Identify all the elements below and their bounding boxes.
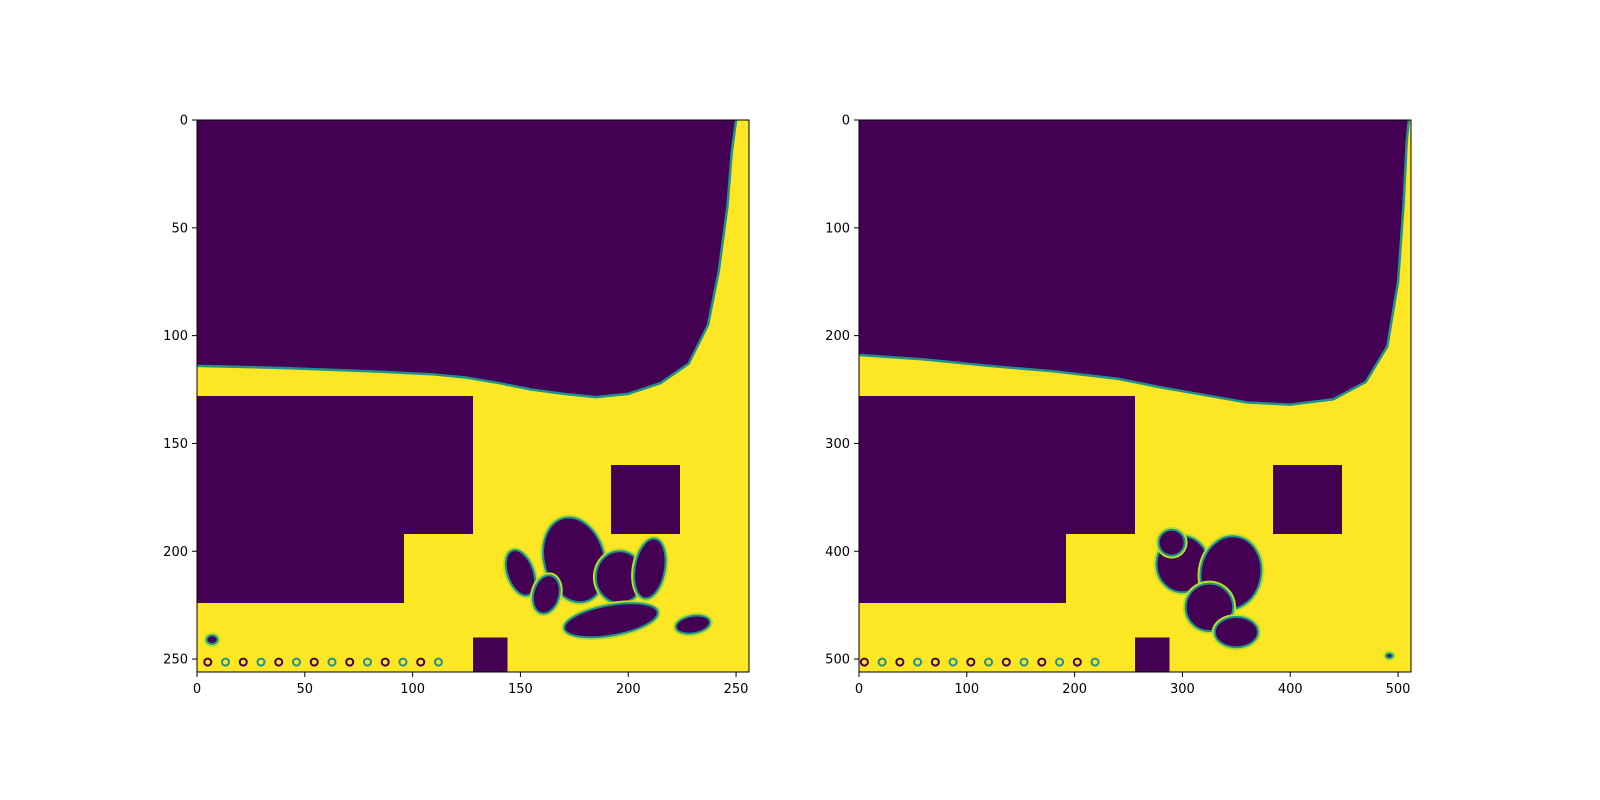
x-tick-label: 250 (724, 682, 749, 697)
wall-eddy (398, 657, 408, 667)
wall-eddy (274, 657, 284, 667)
wall-eddy (362, 657, 372, 667)
wall-eddy (948, 657, 958, 667)
heatmap-panel-right: 0 100 200 300 400 500 0 100 200 300 400 500 (825, 114, 1412, 697)
wall-eddy (913, 657, 923, 667)
vortex-patch (504, 549, 537, 597)
x-tick-label: 200 (1062, 682, 1087, 697)
y-tick-label: 300 (825, 437, 850, 452)
vortex-patch (1157, 528, 1186, 557)
y-tick-label: 500 (825, 653, 850, 668)
wall-eddy (895, 657, 905, 667)
vortex-patch (674, 614, 711, 635)
y-tick-label: 400 (825, 545, 850, 560)
wall-eddy (291, 657, 301, 667)
wall-eddy (238, 657, 248, 667)
wall-eddy (984, 657, 994, 667)
y-tick-label: 150 (163, 437, 188, 452)
wall-eddy (345, 657, 355, 667)
wall-eddy (380, 657, 390, 667)
wall-eddy (1001, 657, 1011, 667)
y-tick-label: 200 (825, 329, 850, 344)
wall-eddy (1072, 657, 1082, 667)
solid-block (859, 396, 1135, 534)
x-tick-label: 200 (616, 682, 641, 697)
wall-eddy (416, 657, 426, 667)
axes-frame (858, 119, 1412, 673)
x-tick-label: 500 (1386, 682, 1411, 697)
x-tick-label: 300 (1170, 682, 1195, 697)
y-tick-label: 0 (842, 114, 850, 129)
vortex-patch (531, 574, 561, 615)
wall-eddy (221, 657, 231, 667)
wall-eddy (877, 657, 887, 667)
y-tick-label: 100 (825, 221, 850, 236)
x-tick-label: 150 (508, 682, 533, 697)
y-tick-label: 50 (171, 221, 188, 236)
x-tick-label: 50 (297, 682, 314, 697)
upper-dark-fluid (197, 120, 749, 398)
solid-block (859, 534, 1066, 603)
x-tick-label: 0 (193, 682, 201, 697)
wall-eddy (1055, 657, 1065, 667)
wall-eddy (327, 657, 337, 667)
x-tick-label: 100 (954, 682, 979, 697)
solid-block (197, 396, 473, 534)
wall-eddy (1019, 657, 1029, 667)
vortex-patch (1385, 652, 1394, 659)
wall-eddy (1090, 657, 1100, 667)
heatmap-panel-left: 0 50 100 150 200 250 0 50 100 150 200 250 (163, 114, 750, 697)
axes-frame (196, 119, 750, 673)
upper-dark-fluid (859, 120, 1411, 405)
x-tick-label: 0 (855, 682, 863, 697)
solid-block (197, 534, 404, 603)
solid-block (473, 637, 508, 672)
wall-eddy (1037, 657, 1047, 667)
mixing-interface (859, 120, 1411, 406)
wall-eddy (930, 657, 940, 667)
heatmap-image (197, 120, 749, 672)
wall-eddy (859, 657, 869, 667)
wall-eddy (203, 657, 213, 667)
wall-eddy (433, 657, 443, 667)
x-tick-label: 400 (1278, 682, 1303, 697)
vortex-patch (563, 602, 659, 639)
solid-block (1135, 637, 1170, 672)
wall-eddy (256, 657, 266, 667)
y-tick-label: 250 (163, 653, 188, 668)
vortex-patch (1213, 616, 1259, 649)
solid-block (1273, 465, 1342, 534)
x-tick-label: 100 (400, 682, 425, 697)
vortex-patch (205, 634, 219, 645)
solid-block (611, 465, 680, 534)
y-tick-label: 100 (163, 329, 188, 344)
vortex-patch (633, 537, 667, 600)
wall-eddy (309, 657, 319, 667)
wall-eddy (966, 657, 976, 667)
mixing-interface (197, 120, 738, 399)
y-tick-label: 200 (163, 545, 188, 560)
y-tick-label: 0 (180, 114, 188, 129)
heatmap-image (859, 120, 1411, 672)
